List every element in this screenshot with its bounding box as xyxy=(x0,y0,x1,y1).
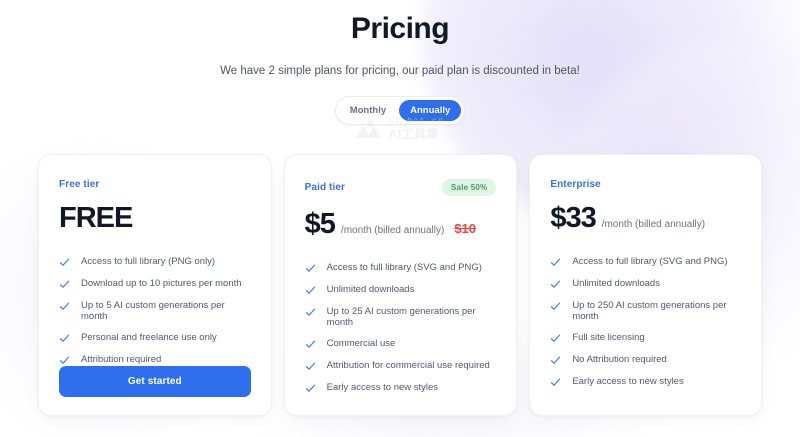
list-item: Personal and freelance use only xyxy=(59,332,251,344)
price-amount: $33 xyxy=(550,202,596,234)
list-item: Unlimited downloads xyxy=(550,278,741,290)
feature-text: Early access to new styles xyxy=(326,382,439,393)
list-item: Early access to new styles xyxy=(550,376,741,388)
check-icon xyxy=(305,263,316,274)
toggle-option-annually[interactable]: Annually xyxy=(399,100,462,121)
feature-list: Access to full library (SVG and PNG) Unl… xyxy=(305,262,497,394)
feature-text: Up to 5 AI custom generations per month xyxy=(81,300,225,322)
pricing-card-free: Free tier FREE Access to full library (P… xyxy=(38,154,272,416)
list-item: Download up to 10 pictures per month xyxy=(59,278,251,290)
tier-label: Free tier xyxy=(59,179,100,190)
feature-text: Access to full library (SVG and PNG) xyxy=(572,256,728,267)
feature-list: Access to full library (PNG only) Downlo… xyxy=(59,256,251,366)
list-item: Access to full library (SVG and PNG) xyxy=(550,256,741,268)
pricing-card-enterprise: Enterprise $33 /month (billed annually) … xyxy=(529,154,762,416)
card-header: Enterprise xyxy=(550,179,741,190)
price-period: /month (billed annually) xyxy=(340,225,445,236)
check-icon xyxy=(59,279,70,290)
check-icon xyxy=(550,333,561,344)
watermark-name: AI工具集 xyxy=(388,127,440,141)
feature-list: Access to full library (SVG and PNG) Unl… xyxy=(550,256,741,388)
list-item: Up to 5 AI custom generations per month xyxy=(59,300,251,322)
check-icon xyxy=(305,383,316,394)
check-icon xyxy=(59,355,70,366)
check-icon xyxy=(59,333,70,344)
feature-text: Attribution for commercial use required xyxy=(326,360,490,371)
check-icon xyxy=(550,257,561,268)
status-badge: Sale 50% xyxy=(442,179,497,196)
list-item: Up to 250 AI custom generations per mont… xyxy=(550,300,741,322)
price-row: $5 /month (billed annually) $10 xyxy=(305,209,497,240)
toggle-option-monthly[interactable]: Monthly xyxy=(349,105,387,116)
list-item: Full site licensing xyxy=(550,332,741,344)
feature-text: Download up to 10 pictures per month xyxy=(81,278,242,289)
billing-period-toggle[interactable]: Monthly Annually xyxy=(334,96,466,125)
feature-text: Early access to new styles xyxy=(572,376,684,387)
price-row: FREE xyxy=(59,203,251,234)
check-icon xyxy=(305,339,316,350)
feature-text: Full site licensing xyxy=(572,332,645,343)
feature-text: No Attribution required xyxy=(572,354,667,365)
card-header: Paid tier Sale 50% xyxy=(305,179,497,196)
list-item: Access to full library (PNG only) xyxy=(59,256,251,268)
tier-label: Paid tier xyxy=(304,182,346,193)
page-subtitle: We have 2 simple plans for pricing, our … xyxy=(220,65,580,77)
feature-text: Up to 250 AI custom generations per mont… xyxy=(572,300,727,322)
check-icon xyxy=(550,279,561,290)
price-amount: $5 xyxy=(304,208,336,240)
check-icon xyxy=(550,301,561,312)
feature-text: Commercial use xyxy=(326,338,396,349)
list-item: Early access to new styles xyxy=(305,382,497,394)
check-icon xyxy=(59,301,70,312)
feature-text: Unlimited downloads xyxy=(326,284,415,295)
list-item: Unlimited downloads xyxy=(305,284,497,296)
tier-label: Enterprise xyxy=(550,179,601,190)
feature-text: Attribution required xyxy=(81,354,162,365)
price-row: $33 /month (billed annually) xyxy=(550,203,741,234)
feature-text: Unlimited downloads xyxy=(572,278,660,289)
price-original: $10 xyxy=(454,221,477,236)
feature-text: Personal and freelance use only xyxy=(81,332,217,343)
feature-text: Access to full library (SVG and PNG) xyxy=(326,262,482,273)
feature-text: Access to full library (PNG only) xyxy=(81,256,216,267)
price-amount: FREE xyxy=(59,202,133,234)
check-icon xyxy=(305,361,316,372)
check-icon xyxy=(59,257,70,268)
list-item: Access to full library (SVG and PNG) xyxy=(305,262,497,274)
list-item: Attribution for commercial use required xyxy=(305,360,497,372)
check-icon xyxy=(305,307,316,318)
check-icon xyxy=(550,355,561,366)
feature-text: Up to 25 AI custom generations per month xyxy=(326,306,476,328)
check-icon xyxy=(305,285,316,296)
check-icon xyxy=(550,377,561,388)
billing-toggle-wrapper: Monthly Annually xyxy=(0,96,800,125)
get-started-button[interactable]: Get started xyxy=(59,366,251,397)
list-item: No Attribution required xyxy=(550,354,741,366)
pricing-cards: Free tier FREE Access to full library (P… xyxy=(38,154,762,416)
price-period: /month (billed annually) xyxy=(601,219,706,230)
page-title: Pricing xyxy=(350,12,450,45)
pricing-card-paid: Paid tier Sale 50% $5 /month (billed ann… xyxy=(283,154,518,416)
list-item: Attribution required xyxy=(59,354,251,366)
list-item: Up to 25 AI custom generations per month xyxy=(305,306,497,328)
list-item: Commercial use xyxy=(305,338,497,350)
card-header: Free tier xyxy=(59,179,251,190)
